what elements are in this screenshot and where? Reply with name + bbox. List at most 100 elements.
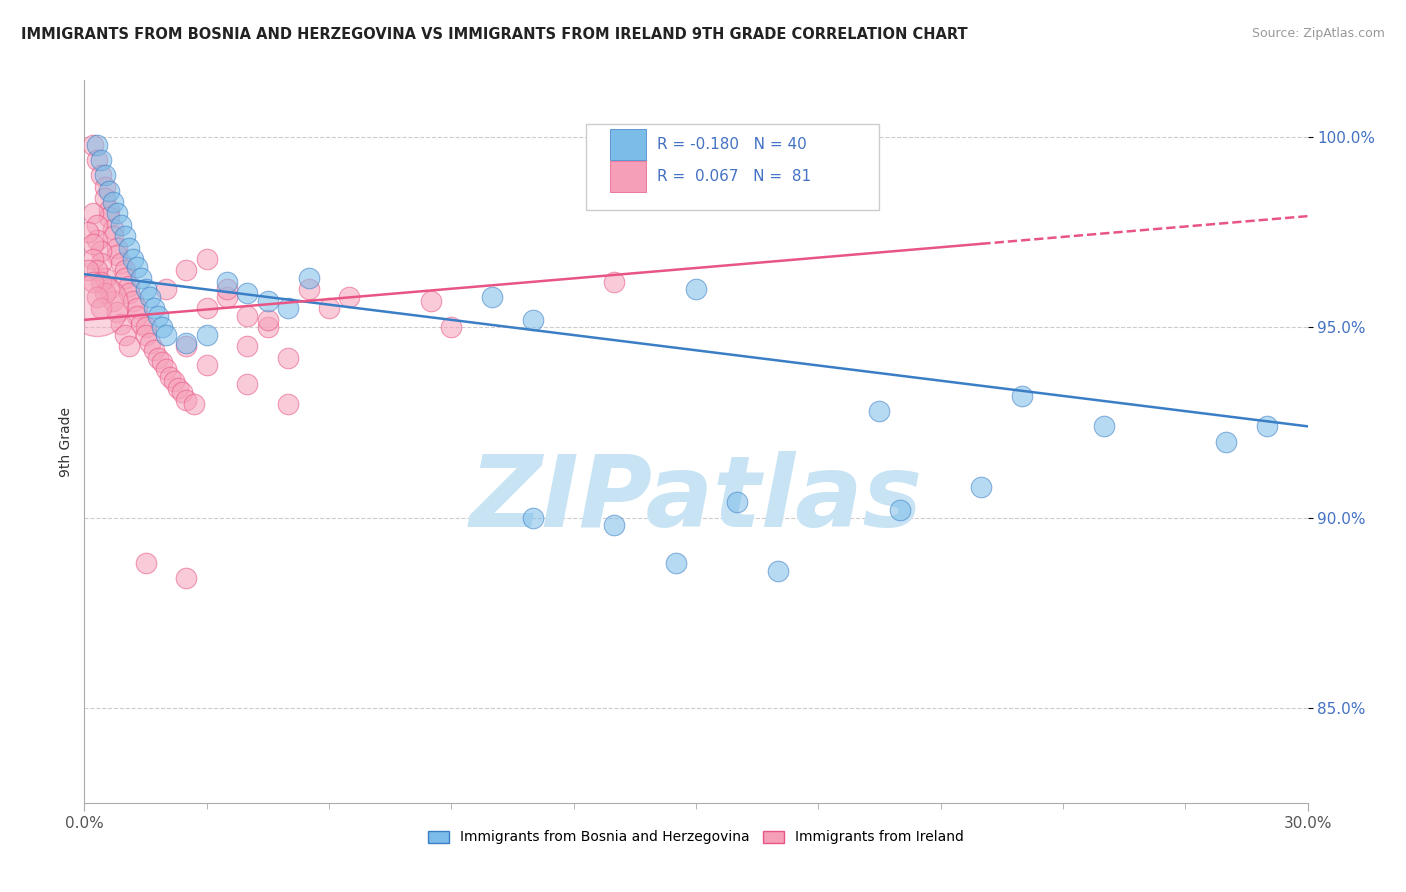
- Point: [97, 210, 120, 224]
- Point: [236, 309, 259, 323]
- Point: [101, 221, 124, 235]
- Point: [101, 194, 124, 209]
- Point: [114, 263, 136, 277]
- Point: [277, 351, 299, 365]
- Point: [155, 328, 177, 343]
- Text: Source: ZipAtlas.com: Source: ZipAtlas.com: [1251, 27, 1385, 40]
- Point: [131, 317, 153, 331]
- Point: [159, 370, 181, 384]
- Point: [146, 309, 169, 323]
- Y-axis label: 9th Grade: 9th Grade: [59, 407, 73, 476]
- Point: [257, 320, 280, 334]
- Point: [105, 241, 128, 255]
- Point: [522, 313, 544, 327]
- Point: [110, 317, 132, 331]
- Point: [277, 301, 299, 316]
- Point: [167, 381, 190, 395]
- Point: [183, 396, 205, 410]
- Point: [150, 320, 173, 334]
- Point: [685, 282, 707, 296]
- Point: [90, 275, 112, 289]
- Point: [114, 271, 136, 285]
- Point: [138, 335, 160, 350]
- Point: [163, 374, 186, 388]
- Point: [1011, 389, 1033, 403]
- Point: [105, 248, 128, 262]
- Point: [86, 137, 108, 152]
- Point: [105, 305, 128, 319]
- Point: [195, 301, 218, 316]
- Point: [118, 278, 141, 293]
- Point: [236, 339, 259, 353]
- Point: [97, 184, 120, 198]
- Point: [236, 377, 259, 392]
- Point: [131, 271, 153, 285]
- Text: IMMIGRANTS FROM BOSNIA AND HERZEGOVINA VS IMMIGRANTS FROM IRELAND 9TH GRADE CORR: IMMIGRANTS FROM BOSNIA AND HERZEGOVINA V…: [21, 27, 967, 42]
- Point: [257, 293, 280, 308]
- Point: [118, 241, 141, 255]
- Point: [889, 503, 911, 517]
- Point: [135, 556, 157, 570]
- Point: [766, 564, 789, 578]
- Point: [82, 275, 104, 289]
- Point: [105, 206, 128, 220]
- Point: [101, 229, 124, 244]
- Point: [77, 226, 100, 240]
- Point: [86, 153, 108, 168]
- Point: [118, 286, 141, 301]
- Legend: Immigrants from Bosnia and Herzegovina, Immigrants from Ireland: Immigrants from Bosnia and Herzegovina, …: [422, 825, 970, 850]
- Point: [138, 290, 160, 304]
- Point: [146, 351, 169, 365]
- Point: [93, 271, 115, 285]
- Point: [725, 495, 748, 509]
- Point: [440, 320, 463, 334]
- Point: [77, 263, 100, 277]
- Point: [142, 301, 165, 316]
- Point: [93, 179, 115, 194]
- Point: [150, 354, 173, 368]
- Point: [420, 293, 443, 308]
- Point: [86, 298, 108, 312]
- Point: [174, 339, 197, 353]
- Point: [97, 282, 120, 296]
- Point: [174, 263, 197, 277]
- Point: [1215, 434, 1237, 449]
- Point: [195, 359, 218, 373]
- Point: [90, 244, 112, 259]
- Point: [174, 335, 197, 350]
- Point: [93, 286, 115, 301]
- Point: [339, 290, 361, 304]
- Point: [127, 301, 149, 316]
- Point: [603, 518, 626, 533]
- FancyBboxPatch shape: [610, 129, 645, 160]
- Point: [217, 275, 239, 289]
- Point: [86, 263, 108, 277]
- Point: [172, 385, 194, 400]
- Point: [298, 271, 321, 285]
- Point: [82, 137, 104, 152]
- Point: [155, 282, 177, 296]
- Point: [277, 396, 299, 410]
- Point: [82, 236, 104, 251]
- Point: [155, 362, 177, 376]
- Point: [174, 571, 197, 585]
- Point: [114, 229, 136, 244]
- Point: [86, 290, 108, 304]
- Text: R = -0.180   N = 40: R = -0.180 N = 40: [657, 137, 807, 152]
- Point: [135, 282, 157, 296]
- Point: [135, 320, 157, 334]
- Point: [122, 252, 145, 266]
- FancyBboxPatch shape: [586, 124, 880, 211]
- Point: [90, 301, 112, 316]
- Point: [127, 260, 149, 274]
- Point: [101, 293, 124, 308]
- Point: [481, 290, 503, 304]
- Point: [869, 404, 891, 418]
- Point: [90, 169, 112, 183]
- Point: [86, 218, 108, 232]
- FancyBboxPatch shape: [610, 161, 645, 192]
- Point: [86, 233, 108, 247]
- Point: [122, 293, 145, 308]
- Point: [217, 290, 239, 304]
- Point: [603, 275, 626, 289]
